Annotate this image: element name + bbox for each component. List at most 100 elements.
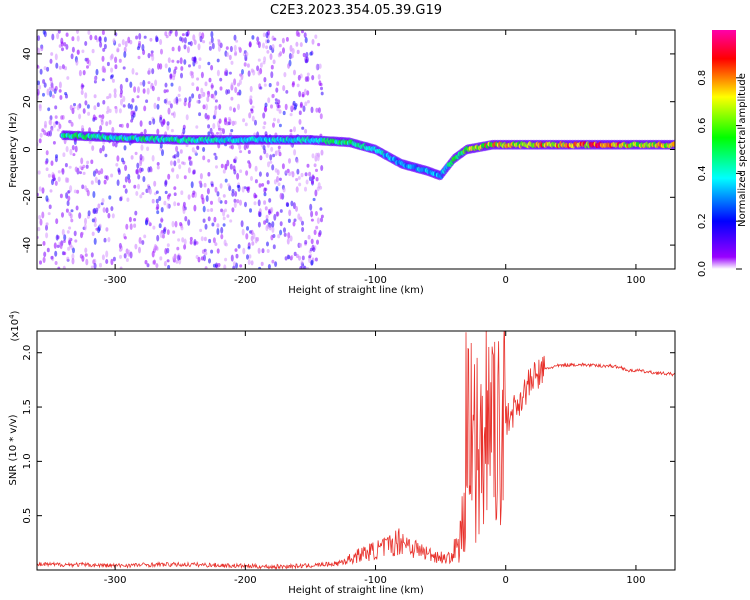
- noise-cell: [245, 170, 249, 176]
- snr-y-ticks: 0.5 1.0 1.5 2.0: [22, 345, 675, 524]
- noise-cell: [38, 104, 42, 112]
- noise-cell: [231, 120, 235, 127]
- noise-cell: [259, 86, 263, 90]
- noise-cell: [320, 149, 324, 156]
- noise-cell: [101, 198, 105, 204]
- noise-cell: [291, 48, 295, 55]
- noise-cell: [62, 265, 66, 269]
- noise-cell: [44, 120, 47, 128]
- noise-cell: [233, 201, 237, 208]
- noise-cell: [219, 183, 223, 189]
- noise-cell: [285, 37, 289, 42]
- noise-cell: [80, 157, 84, 165]
- noise-cell: [243, 144, 247, 151]
- noise-cell: [163, 99, 167, 104]
- noise-cell: [278, 43, 282, 48]
- noise-cell: [73, 189, 77, 194]
- noise-cell: [42, 79, 46, 84]
- y-tick-label: 2.0: [22, 345, 33, 361]
- noise-cell: [82, 108, 86, 114]
- noise-cell: [216, 191, 220, 197]
- noise-cell: [51, 85, 55, 92]
- noise-cell: [169, 30, 173, 34]
- noise-cell: [235, 39, 239, 43]
- noise-cell: [156, 103, 160, 110]
- noise-cell: [264, 187, 268, 191]
- noise-cell: [181, 237, 185, 243]
- noise-cell: [203, 182, 207, 188]
- noise-cell: [166, 203, 170, 209]
- noise-cell: [233, 34, 237, 41]
- noise-cell: [210, 208, 214, 212]
- noise-cell: [281, 37, 285, 44]
- noise-cell: [228, 185, 232, 192]
- noise-cell: [201, 197, 205, 205]
- noise-cell: [217, 196, 221, 203]
- noise-cell: [136, 168, 139, 175]
- noise-cell: [272, 153, 276, 158]
- noise-cell: [287, 63, 291, 69]
- noise-cell: [76, 35, 80, 42]
- noise-cell: [84, 185, 87, 191]
- noise-cell: [277, 149, 281, 153]
- noise-cell: [122, 95, 126, 103]
- noise-cell: [289, 44, 293, 52]
- noise-cell: [198, 57, 202, 61]
- noise-cell: [79, 171, 82, 175]
- noise-cell: [208, 41, 212, 45]
- noise-cell: [93, 262, 97, 269]
- noise-cell: [264, 206, 268, 211]
- noise-cell: [82, 171, 86, 175]
- noise-cell: [93, 94, 97, 99]
- noise-cell: [86, 57, 90, 64]
- noise-cell: [274, 98, 278, 102]
- noise-cell: [241, 69, 244, 75]
- noise-cell: [279, 192, 283, 200]
- noise-cell: [264, 131, 268, 137]
- noise-cell: [265, 214, 269, 220]
- noise-cell: [304, 56, 308, 64]
- noise-cell: [228, 54, 232, 61]
- noise-cell: [130, 119, 134, 123]
- noise-cell: [133, 218, 137, 222]
- noise-cell: [175, 145, 179, 152]
- noise-cell: [90, 252, 94, 258]
- noise-cell: [273, 213, 277, 221]
- noise-cell: [297, 32, 301, 37]
- noise-cell: [185, 31, 189, 37]
- noise-cell: [176, 246, 180, 251]
- noise-cell: [194, 150, 198, 155]
- noise-cell: [208, 258, 211, 264]
- noise-cell: [54, 105, 58, 110]
- noise-cell: [171, 220, 175, 228]
- noise-cell: [234, 248, 238, 252]
- noise-cell: [139, 81, 143, 86]
- noise-cell: [99, 147, 103, 154]
- noise-cell: [210, 31, 214, 38]
- noise-cell: [295, 41, 299, 47]
- noise-cell: [271, 44, 275, 50]
- noise-cell: [137, 183, 140, 190]
- noise-cell: [202, 91, 206, 98]
- noise-cell: [296, 168, 300, 175]
- noise-cell: [114, 64, 118, 70]
- noise-cell: [293, 218, 297, 222]
- noise-cell: [145, 219, 148, 226]
- noise-cell: [154, 79, 158, 87]
- noise-cell: [173, 186, 177, 191]
- noise-cell: [236, 172, 240, 180]
- noise-cell: [50, 128, 54, 132]
- noise-cell: [139, 154, 143, 161]
- noise-cell: [155, 190, 159, 194]
- noise-cell: [40, 45, 44, 52]
- noise-cell: [279, 229, 283, 236]
- noise-cell: [91, 48, 95, 54]
- noise-cell: [284, 170, 288, 174]
- noise-cell: [304, 172, 308, 177]
- noise-cell: [305, 179, 309, 185]
- noise-cell: [236, 184, 240, 188]
- noise-cell: [234, 191, 238, 197]
- noise-cell: [82, 70, 86, 76]
- noise-cell: [251, 115, 255, 122]
- noise-cell: [76, 30, 79, 34]
